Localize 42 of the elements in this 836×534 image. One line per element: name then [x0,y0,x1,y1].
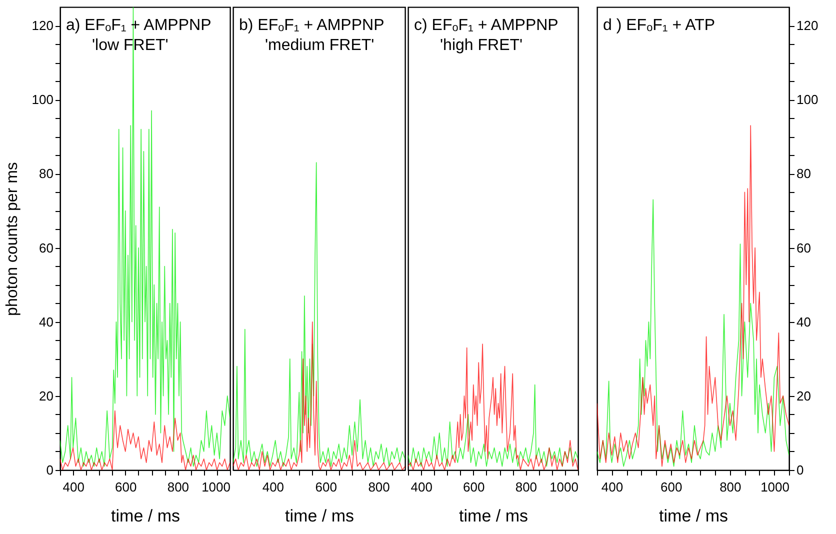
x-tick-label: 600 [463,480,485,494]
x-axis-title: time / ms [285,506,354,526]
y-tick-label: 0 [46,462,54,478]
x-axis-title: time / ms [659,506,728,526]
y-tick-label: 60 [39,240,54,256]
y-tick-label: 100 [796,92,818,108]
x-tick-label: 400 [410,480,432,494]
x-tick-label: 1000 [550,480,578,494]
text: b) EFₒF₁ + AMPPNP [239,17,384,34]
line-series [60,7,230,467]
x-tick-label: 600 [115,480,137,494]
y-tick-label: 40 [39,314,54,330]
x-tick-label: 400 [262,480,284,494]
y-tick-label: 20 [39,388,54,404]
text: c) EFₒF₁ + AMPPNP [414,17,558,34]
x-tick-label: 800 [167,480,190,494]
x-axis-title: time / ms [111,506,180,526]
y-tick-label: 120 [32,18,54,34]
x-tick-label: 800 [368,480,390,494]
y-tick-label: 80 [796,166,811,182]
x-tick-label: 400 [62,480,84,494]
x-tick-label: 1000 [760,480,790,494]
x-tick-label: 600 [315,480,337,494]
x-tick-label: 800 [720,480,742,494]
x-axis-title: time / ms [459,506,528,526]
text: 'medium FRET' [265,37,374,54]
y-tick-label: 100 [32,92,54,108]
y-tick-label: 80 [39,166,54,182]
y-tick-label: 60 [796,240,811,256]
y-tick-label: 0 [796,462,804,478]
x-tick-label: 800 [515,480,538,494]
x-tick-label: 400 [601,480,624,494]
y-tick-label: 40 [796,314,811,330]
x-tick-label: 600 [660,480,682,494]
text: d ) EFₒF₁ + ATP [603,17,716,34]
x-tick-label: 1000 [202,480,230,494]
line-series [597,199,789,467]
line-series [597,125,789,467]
y-tick-label: 20 [796,388,811,404]
y-tick-label: 120 [796,18,818,34]
y-axis-title: photon counts per ms [4,162,21,316]
text: 'high FRET' [440,37,523,54]
